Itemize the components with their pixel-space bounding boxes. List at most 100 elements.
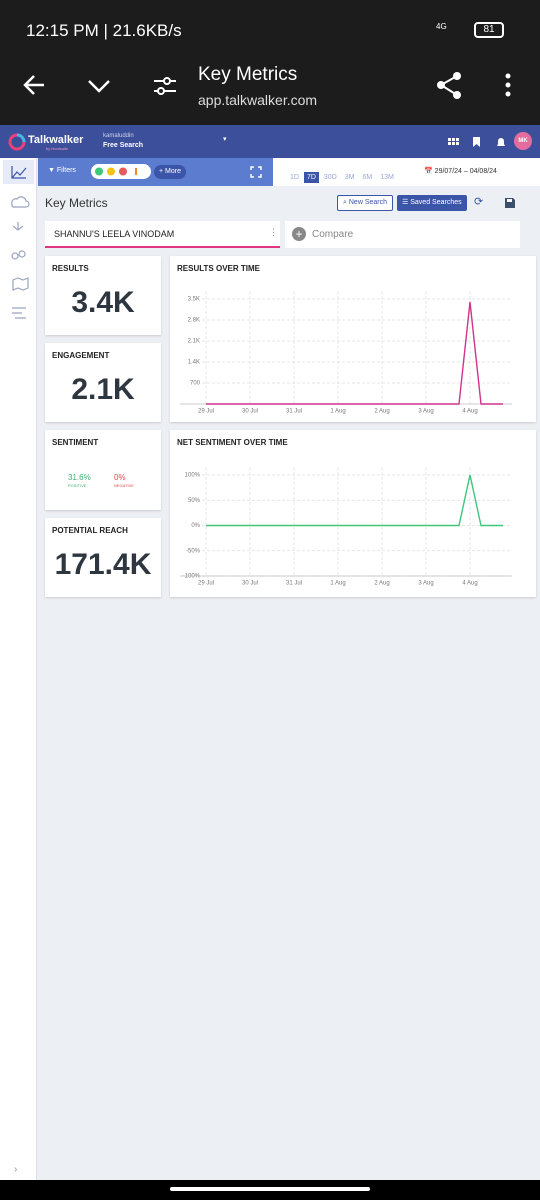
range-button[interactable]: 1D: [290, 174, 299, 181]
header-icons[interactable]: [448, 136, 518, 150]
new-search-label: New Search: [348, 199, 388, 206]
y-tick-label: -100%: [183, 574, 201, 580]
tab-menu[interactable]: ⋮: [269, 227, 278, 237]
results-card: RESULTS 3.4K: [45, 256, 161, 335]
brand-sub: by Hootsuite: [46, 146, 69, 151]
nav-bar: [0, 1180, 540, 1200]
url: app.talkwalker.com: [198, 92, 318, 108]
saved-searches-button[interactable]: ☰ Saved Searches: [397, 195, 467, 211]
range-button[interactable]: 3M: [344, 174, 355, 181]
filters-label: Filters: [56, 167, 76, 174]
y-tick-label: -50%: [186, 548, 201, 554]
range-button[interactable]: 7D: [303, 172, 319, 183]
reach-card: POTENTIAL REACH 171.4K: [45, 518, 161, 597]
status-text: 12:15 PM | 21.6KB/s: [26, 21, 182, 40]
compare-icon: +: [292, 227, 306, 241]
section-title: Key Metrics: [45, 196, 108, 210]
user: kamaluddin: [103, 133, 134, 139]
x-tick-label: 30 Jul: [242, 581, 258, 587]
engagement-card: ENGAGEMENT 2.1K: [45, 343, 161, 422]
chart-panel: RESULTS OVER TIME 700 1.4K 2.1K 2.8K 3.5K 29 J…: [170, 256, 536, 422]
y-tick-label: 50%: [188, 498, 201, 504]
network: 4G: [436, 22, 447, 31]
chart-title: RESULTS OVER TIME: [177, 264, 260, 273]
x-tick-label: 29 Jul: [198, 581, 214, 587]
logo: [8, 133, 26, 151]
sidebar-icons[interactable]: [0, 158, 37, 338]
sentiment-icons: [95, 167, 137, 176]
date-range[interactable]: 📅 29/07/24 – 04/08/24: [424, 168, 497, 175]
search-tab-label: SHANNU'S LEELA VINODAM: [54, 229, 175, 239]
sentiment-card: SENTIMENT 31.6% POSITIVE 0% NEGATIVE: [45, 430, 161, 510]
home-indicator[interactable]: [170, 1187, 370, 1191]
back-button[interactable]: [20, 70, 50, 100]
x-tick-label: 2 Aug: [374, 409, 389, 415]
compare-label: Compare: [312, 229, 354, 240]
y-tick-label: 700: [190, 381, 201, 387]
x-tick-label: 31 Jul: [286, 409, 302, 415]
collapse-button[interactable]: [86, 72, 112, 98]
x-tick-label: 31 Jul: [286, 581, 302, 587]
fullscreen-button[interactable]: [250, 166, 262, 178]
project[interactable]: Free Search: [103, 142, 144, 149]
sidebar: ›: [0, 158, 37, 1180]
range-button[interactable]: 6M: [362, 174, 373, 181]
line: [206, 301, 503, 405]
y-tick-label: 3.5K: [188, 297, 200, 303]
positive-value: 31.6%: [68, 473, 91, 482]
page-title: Key Metrics: [198, 64, 298, 85]
site-settings[interactable]: [152, 74, 178, 98]
y-tick-label: 1.4K: [188, 360, 200, 366]
card-label: RESULTS: [52, 264, 89, 273]
battery: 81: [474, 22, 504, 38]
x-tick-label: 3 Aug: [418, 581, 433, 587]
filter-bar: ▼ Filters + More: [38, 158, 273, 186]
card-value: 171.4K: [54, 548, 152, 581]
card-value: 3.4K: [71, 286, 135, 319]
negative-value: 0%: [114, 473, 126, 482]
line: [206, 474, 503, 527]
chart-panel: NET SENTIMENT OVER TIME -100% -50% 0% 50% 100…: [170, 430, 536, 597]
y-tick-label: 2.1K: [188, 339, 200, 345]
search-tab[interactable]: SHANNU'S LEELA VINODAM ⋮: [45, 221, 280, 248]
expand-sidebar[interactable]: ›: [14, 1164, 18, 1175]
card-value: 2.1K: [71, 373, 135, 406]
save-button[interactable]: [504, 197, 516, 209]
compare-tab[interactable]: + Compare: [285, 221, 520, 248]
x-tick-label: 3 Aug: [418, 409, 433, 415]
sentiment-filter[interactable]: [91, 164, 151, 179]
x-tick-label: 1 Aug: [330, 409, 345, 415]
range-button[interactable]: 30D: [323, 174, 337, 181]
filters-button[interactable]: ▼ Filters: [48, 167, 76, 174]
dropdown-caret[interactable]: ▾: [223, 136, 227, 143]
top-bars: 12:15 PM | 21.6KB/s 4G 81 Key Metrics ap…: [0, 0, 540, 125]
positive-label: POSITIVE: [68, 483, 87, 488]
range-selector: 1D 7D 30D 3M 6M 13M: [287, 166, 399, 184]
new-search-button[interactable]: ⌕ New Search: [337, 195, 394, 211]
x-tick-label: 2 Aug: [374, 581, 389, 587]
y-tick-label: 100%: [185, 473, 201, 479]
range-button[interactable]: 13M: [380, 174, 394, 181]
menu-button[interactable]: [500, 72, 516, 98]
app-header: Talkwalker by Hootsuite kamaluddin Free …: [0, 125, 540, 158]
brand: Talkwalker: [28, 134, 84, 146]
negative-label: NEGATIVE: [114, 483, 134, 488]
card-label: POTENTIAL REACH: [52, 526, 128, 535]
saved-searches-label: Saved Searches: [410, 199, 462, 206]
avatar[interactable]: MK: [514, 132, 532, 150]
share-button[interactable]: [434, 70, 464, 100]
y-tick-label: 0%: [191, 523, 200, 529]
x-tick-label: 1 Aug: [330, 581, 345, 587]
x-tick-label: 29 Jul: [198, 409, 214, 415]
refresh-button[interactable]: ⟳: [474, 196, 484, 208]
card-label: SENTIMENT: [52, 438, 99, 447]
x-tick-label: 4 Aug: [462, 409, 477, 415]
card-label: ENGAGEMENT: [52, 351, 110, 360]
more-label: More: [165, 168, 181, 175]
more-button[interactable]: + More: [154, 165, 186, 179]
chart: -100% -50% 0% 50% 100% 29 Jul 30 Jul 31 Jul 1 Au…: [180, 467, 512, 587]
x-tick-label: 4 Aug: [462, 581, 477, 587]
toolbar: ▼ Filters + More 1D 7D 30D 3M 6M 13M 📅 29/07/…: [38, 158, 540, 186]
y-tick-label: 2.8K: [188, 318, 200, 324]
